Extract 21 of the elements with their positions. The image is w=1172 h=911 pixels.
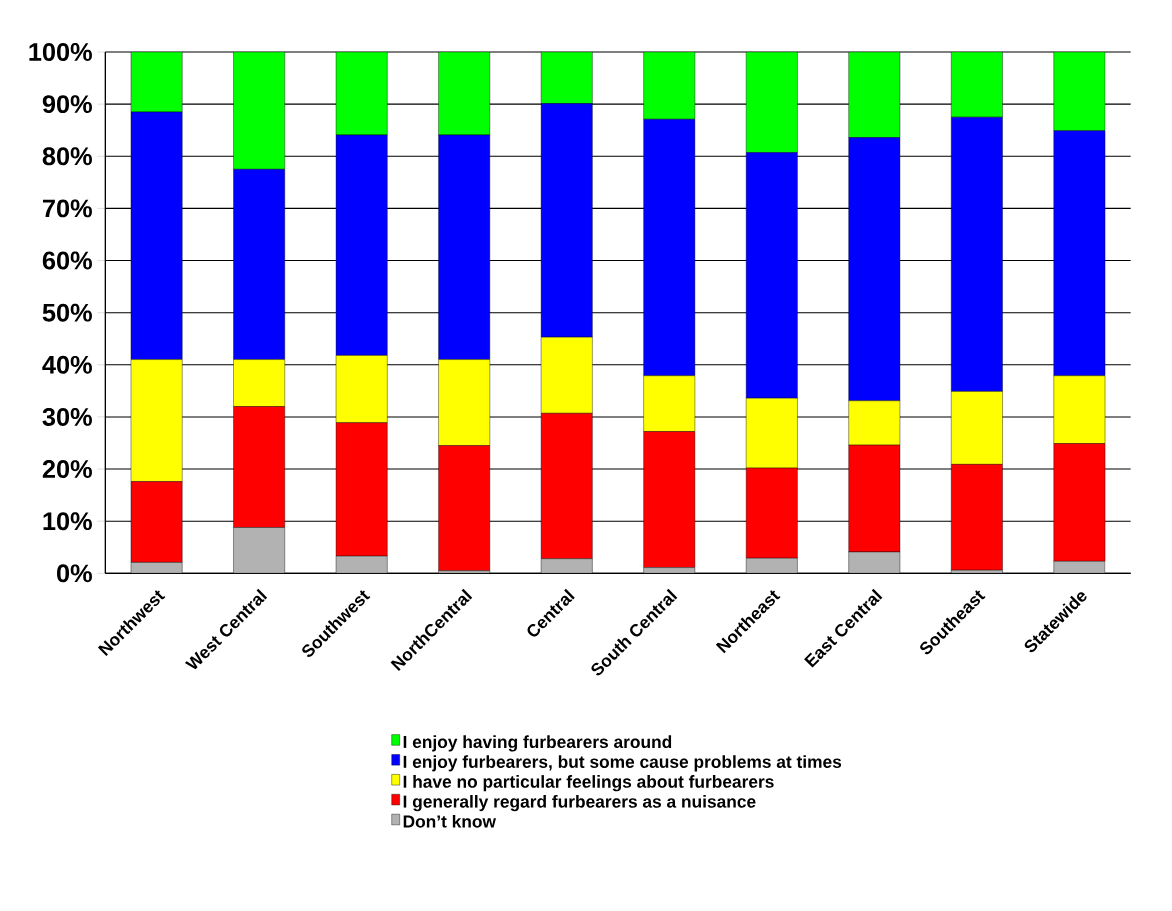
- legend-label: Don’t know: [403, 815, 496, 828]
- legend-label: I generally regard furbearers as a nuisance: [403, 795, 756, 812]
- y-tick-label: 60%: [42, 251, 92, 270]
- bar: [233, 527, 285, 574]
- bar: [745, 558, 798, 574]
- legend-label: I enjoy having furbearers around: [403, 735, 672, 752]
- y-tick-label: 0%: [57, 564, 92, 583]
- bar: [848, 551, 901, 574]
- legend-label: I enjoy furbearers, but some cause problems at times: [403, 755, 842, 772]
- bar: [540, 558, 593, 574]
- y-tick-label: 10%: [43, 512, 92, 531]
- legend-label: I have no particular feelings about furbearers: [403, 775, 774, 792]
- y-tick-label: 40%: [42, 356, 92, 374]
- y-tick-label: 50%: [42, 303, 92, 322]
- y-tick-label: 20%: [42, 460, 92, 479]
- bar: [335, 556, 388, 574]
- y-tick-label: 70%: [43, 199, 92, 218]
- y-tick-label: 90%: [42, 95, 92, 114]
- y-tick-label: 30%: [42, 408, 92, 427]
- y-tick-label: 100%: [29, 43, 92, 62]
- y-tick-label: 80%: [42, 147, 92, 166]
